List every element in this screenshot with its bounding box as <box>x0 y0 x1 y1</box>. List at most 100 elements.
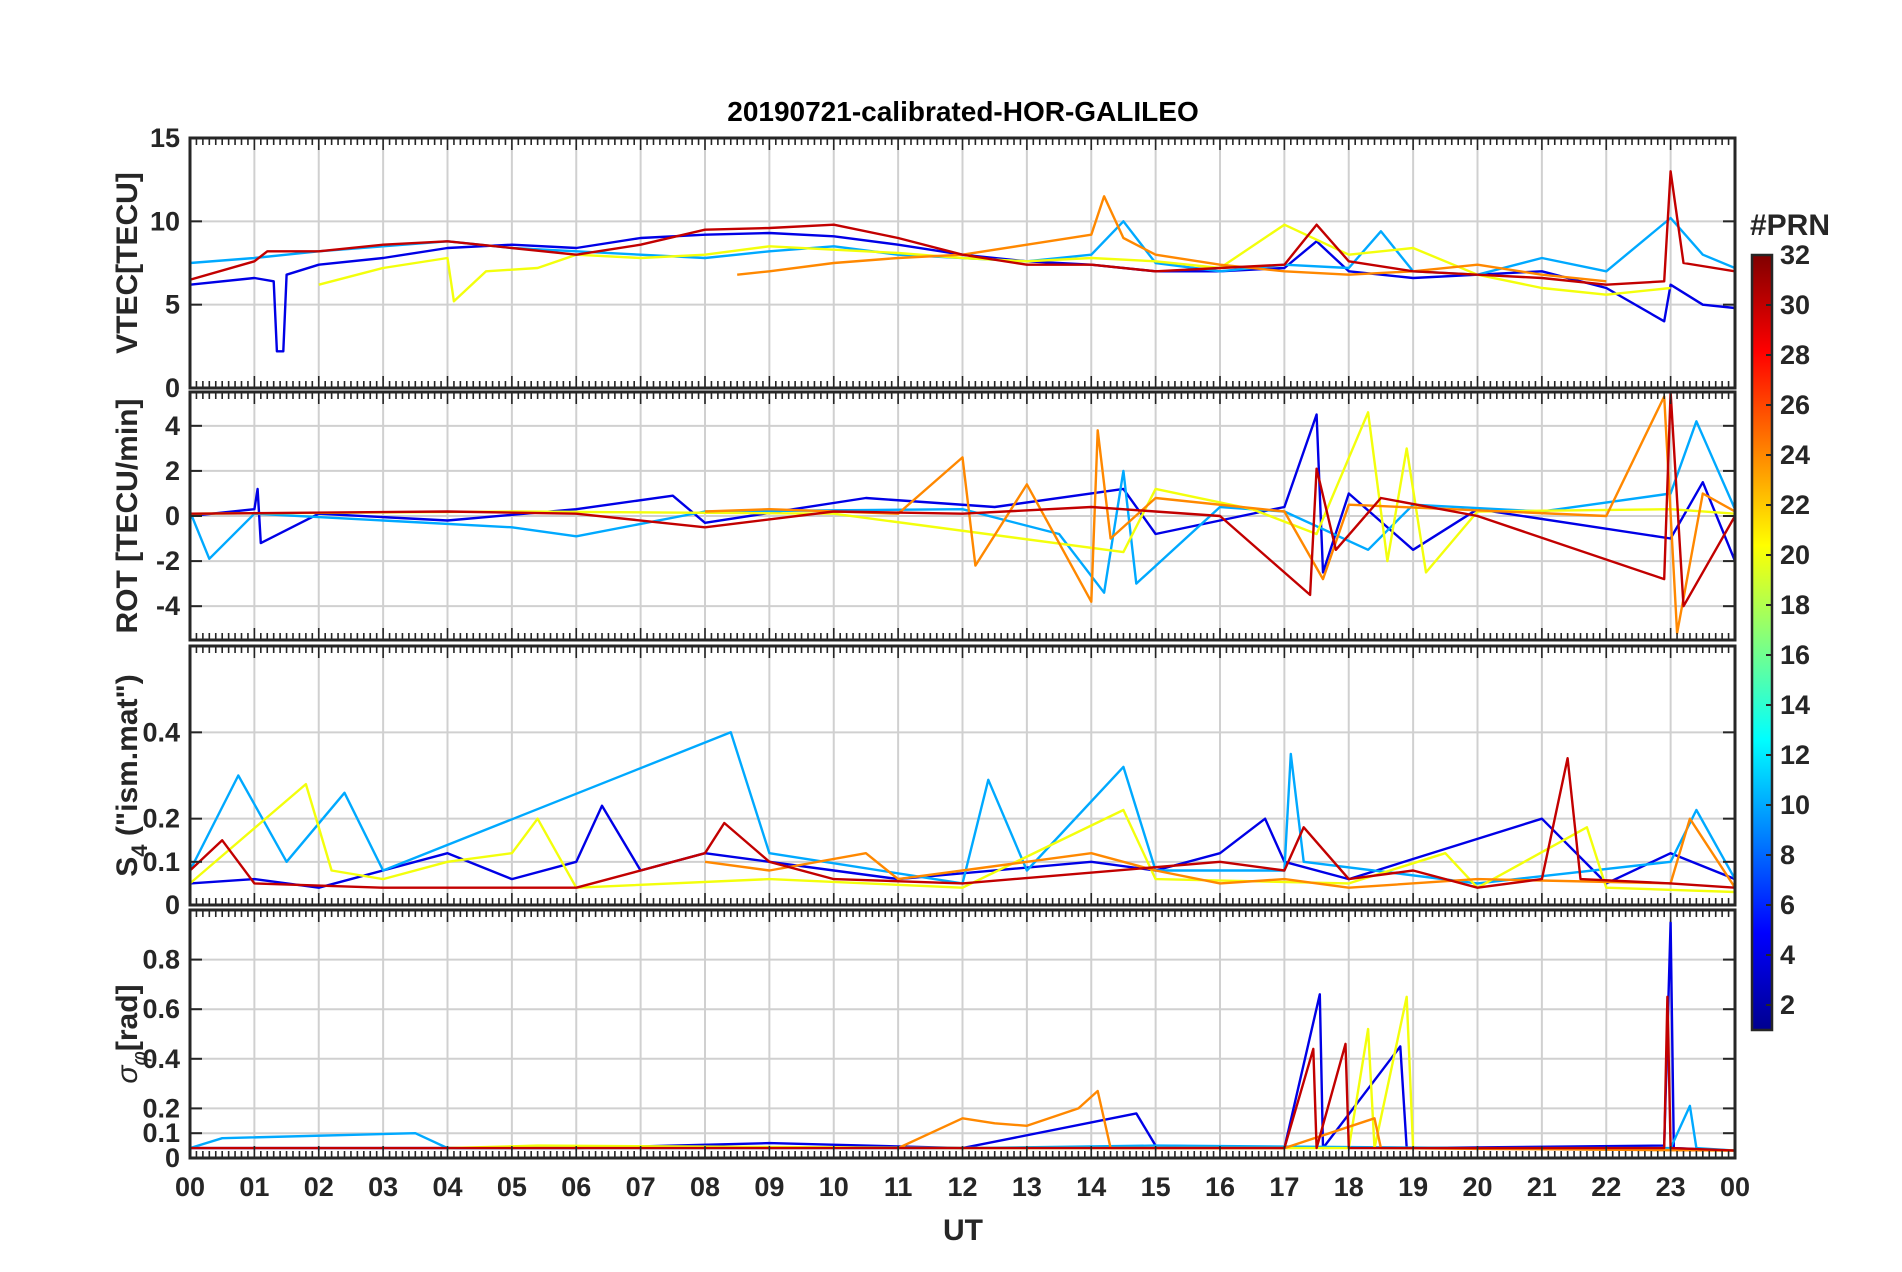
series-line-prn-4 <box>190 413 1735 574</box>
x-tick-label: 11 <box>884 1172 913 1202</box>
panel-frame <box>188 390 1737 642</box>
y-tick-label: 0.4 <box>142 717 180 747</box>
panel-frame <box>188 136 1737 390</box>
x-tick-label: 03 <box>368 1172 398 1202</box>
panel-series-group <box>190 921 1735 1152</box>
x-tick-label: 21 <box>1527 1172 1557 1202</box>
series-line-prn-30 <box>190 995 1735 1152</box>
x-tick-label: 06 <box>561 1172 591 1202</box>
y-axis-label-subscript: φ <box>127 1051 152 1065</box>
series-line-prn-20 <box>190 782 1735 894</box>
colorbar-tick-label: 18 <box>1780 590 1810 620</box>
y-tick-label: 0.2 <box>142 1093 180 1123</box>
y-tick-label: 0.2 <box>142 804 180 834</box>
series-line-prn-30 <box>190 757 1735 889</box>
x-tick-label: 07 <box>626 1172 656 1202</box>
y-axis-label-main: S <box>111 857 144 877</box>
x-tick-label: 14 <box>1076 1172 1106 1202</box>
colorbar-tick-label: 30 <box>1780 290 1810 320</box>
y-tick-label: -2 <box>156 546 180 576</box>
panel-frame <box>188 908 1737 1160</box>
panel-sigma: 00.10.2 0.4 0.6 0.8 σφ[rad] <box>111 908 1737 1173</box>
series-line-prn-4 <box>190 804 1735 889</box>
x-tick-label: 09 <box>754 1172 784 1202</box>
series-line-prn-24 <box>704 395 1735 635</box>
x-tick-label: 00 <box>175 1172 205 1202</box>
series-line-prn-30 <box>190 170 1735 286</box>
colorbar-tick-label: 14 <box>1780 690 1810 720</box>
colorbar-tick-label: 2 <box>1780 990 1795 1020</box>
x-tick-label: 12 <box>947 1172 977 1202</box>
y-tick-label: 15 <box>150 123 180 153</box>
x-tick-label: 04 <box>432 1172 462 1202</box>
y-tick-label: 4 <box>165 411 180 441</box>
y-tick-label: 0.1 <box>142 847 180 877</box>
y-tick-label: 0.1 <box>142 1118 180 1148</box>
series-line-prn-10 <box>190 1104 1735 1152</box>
panel-frame <box>188 644 1737 907</box>
colorbar-tick-label: 26 <box>1780 390 1810 420</box>
x-tick-label: 17 <box>1269 1172 1299 1202</box>
x-tick-label: 22 <box>1591 1172 1621 1202</box>
colorbar-tick-label: 20 <box>1780 540 1810 570</box>
series-line-prn-24 <box>897 1089 1735 1152</box>
colorbar-tick-label: 28 <box>1780 340 1810 370</box>
y-tick-label: 0 <box>165 373 180 403</box>
y-axis-label: ROT [TECU/min] <box>111 399 144 634</box>
colorbar-tick-label: 22 <box>1780 490 1810 520</box>
y-tick-label: -4 <box>156 591 180 621</box>
colorbar-tick-label: 10 <box>1780 790 1810 820</box>
colorbar-tick-label: 32 <box>1780 240 1810 270</box>
y-tick-label: 5 <box>165 290 180 320</box>
chart-title: 20190721-calibrated-HOR-GALILEO <box>727 96 1199 127</box>
x-tick-label: 08 <box>690 1172 720 1202</box>
colorbar-tick-label: 24 <box>1780 440 1810 470</box>
y-axis-label-main: σ <box>111 1064 144 1084</box>
panel-series-group <box>190 170 1735 353</box>
y-tick-label: 0 <box>165 1143 180 1173</box>
colorbar-bar <box>1750 253 1774 1032</box>
x-axis: 00 01 02 03 04 05 06 07 08 09 10 11 12 13 14 15 16 17 18 19… <box>175 1172 1750 1202</box>
series-line-prn-30 <box>190 392 1735 608</box>
colorbar-tick-label: 8 <box>1780 840 1795 870</box>
y-tick-label: 0 <box>165 501 180 531</box>
colorbar-tick-label: 4 <box>1780 940 1795 970</box>
x-tick-label: 23 <box>1656 1172 1686 1202</box>
panel-series-group <box>190 392 1735 635</box>
x-tick-label: 20 <box>1462 1172 1492 1202</box>
x-axis-label: UT <box>943 1214 983 1247</box>
x-tick-label: 05 <box>497 1172 527 1202</box>
colorbar-title: #PRN <box>1750 209 1830 242</box>
colorbar-tick-label: 6 <box>1780 890 1795 920</box>
series-line-prn-20 <box>190 411 1735 574</box>
y-tick-label: 0.6 <box>142 994 180 1024</box>
x-tick-label: 19 <box>1398 1172 1428 1202</box>
series-line-prn-24 <box>704 817 1735 889</box>
y-tick-label: 0.4 <box>142 1044 180 1074</box>
x-tick-label: 13 <box>1012 1172 1042 1202</box>
y-axis-label-rest: ("ism.mat") <box>111 674 144 844</box>
y-tick-label: 0.8 <box>142 945 180 975</box>
x-tick-label: 15 <box>1141 1172 1171 1202</box>
panel-rot: -4 -2 0 2 4 ROT [TECU/min] <box>111 390 1737 642</box>
colorbar-tick-label: 12 <box>1780 740 1810 770</box>
series-line-prn-24 <box>737 195 1607 283</box>
y-tick-label: 2 <box>165 456 180 486</box>
series-line-prn-10 <box>190 731 1735 885</box>
x-tick-label: 10 <box>819 1172 849 1202</box>
x-tick-label: 02 <box>304 1172 334 1202</box>
x-tick-label: 16 <box>1205 1172 1235 1202</box>
y-tick-label: 0 <box>165 890 180 920</box>
y-axis-label: σφ[rad] <box>111 984 152 1083</box>
y-axis-label: VTEC[TECU] <box>111 172 144 354</box>
x-tick-label: 00 <box>1720 1172 1750 1202</box>
y-tick-label: 10 <box>150 206 180 236</box>
panel-series-group <box>190 731 1735 894</box>
series-line-prn-20 <box>447 995 1735 1152</box>
x-tick-label: 18 <box>1334 1172 1364 1202</box>
